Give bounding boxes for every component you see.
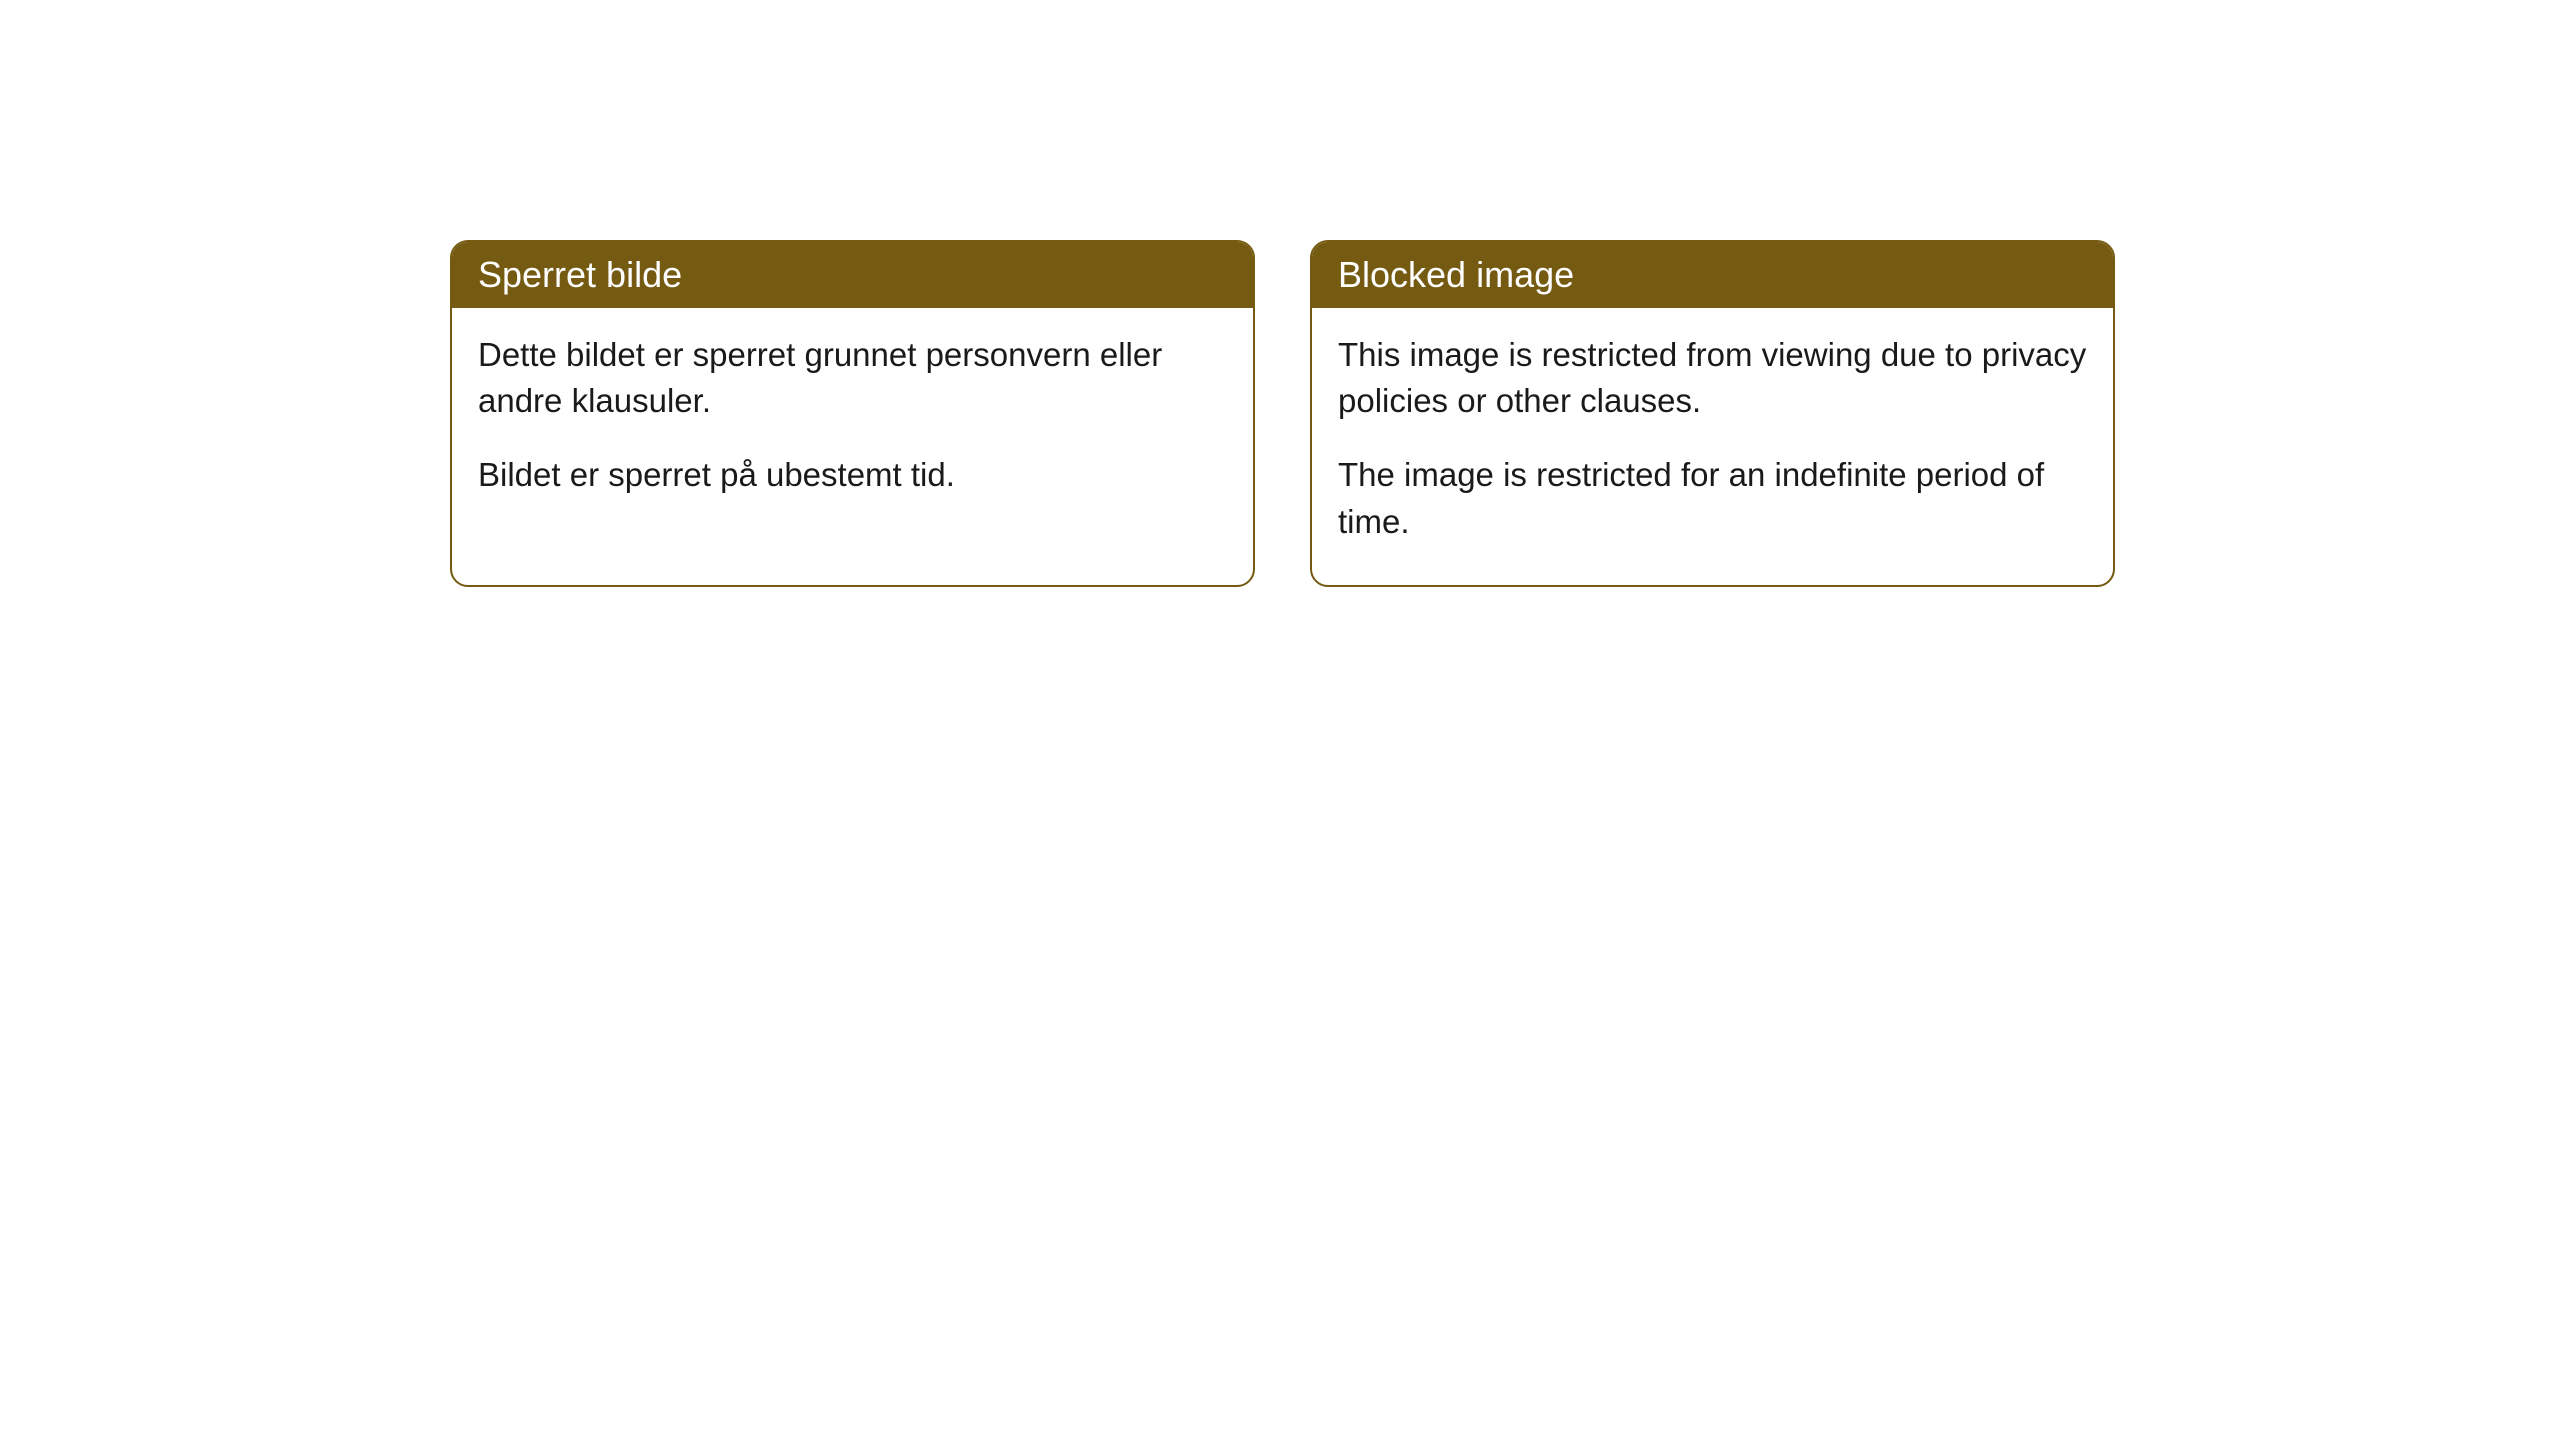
notice-cards-container: Sperret bilde Dette bildet er sperret gr… <box>450 240 2560 587</box>
notice-card-norwegian: Sperret bilde Dette bildet er sperret gr… <box>450 240 1255 587</box>
card-title: Sperret bilde <box>478 254 682 295</box>
card-paragraph: Bildet er sperret på ubestemt tid. <box>478 452 1227 498</box>
card-paragraph: The image is restricted for an indefinit… <box>1338 452 2087 544</box>
card-body-norwegian: Dette bildet er sperret grunnet personve… <box>452 308 1253 539</box>
card-paragraph: Dette bildet er sperret grunnet personve… <box>478 332 1227 424</box>
card-title: Blocked image <box>1338 254 1574 295</box>
card-header-norwegian: Sperret bilde <box>452 242 1253 308</box>
notice-card-english: Blocked image This image is restricted f… <box>1310 240 2115 587</box>
card-paragraph: This image is restricted from viewing du… <box>1338 332 2087 424</box>
card-header-english: Blocked image <box>1312 242 2113 308</box>
card-body-english: This image is restricted from viewing du… <box>1312 308 2113 585</box>
